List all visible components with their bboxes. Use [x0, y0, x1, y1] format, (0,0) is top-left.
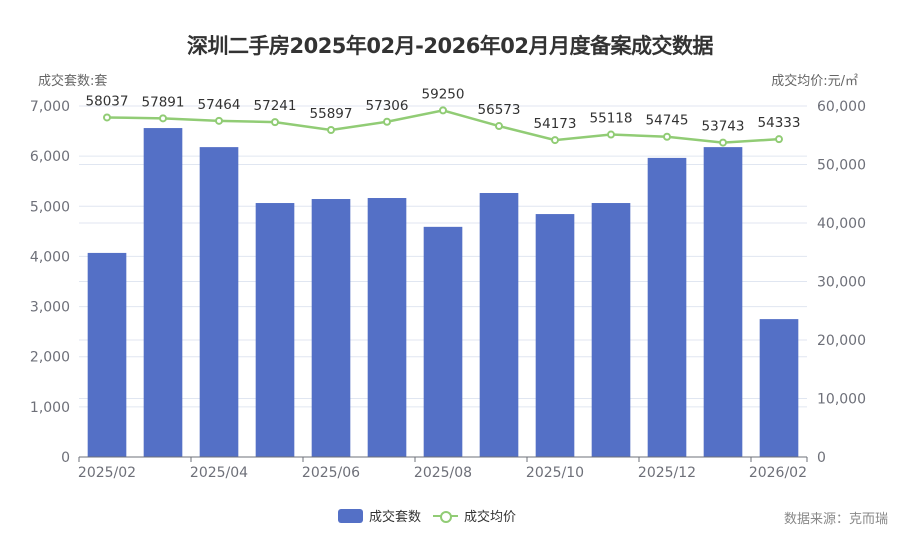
price-point[interactable]: [663, 132, 671, 141]
y-right-tick: 50,000: [817, 158, 866, 174]
y-left-tick: 3,000: [30, 300, 70, 316]
data-source: 数据来源：克而瑞: [783, 512, 888, 527]
y-left-tick: 7,000: [30, 99, 70, 115]
bar[interactable]: [255, 203, 295, 457]
price-label: 54333: [758, 115, 801, 131]
bar[interactable]: [591, 203, 631, 457]
price-label: 55897: [310, 106, 353, 122]
y-left-tick: 0: [61, 450, 70, 466]
y-right-tick: 10,000: [817, 392, 866, 408]
left-axis-name: 成交套数:套: [38, 74, 108, 89]
bar[interactable]: [535, 214, 575, 457]
bar[interactable]: [199, 147, 239, 458]
price-label: 58037: [86, 93, 129, 109]
bar-legend-swatch[interactable]: [338, 508, 363, 523]
y-right-tick: 0: [817, 450, 826, 466]
price-label: 59250: [422, 86, 465, 102]
price-point[interactable]: [215, 116, 223, 125]
price-label: 57891: [142, 94, 185, 110]
price-point[interactable]: [103, 113, 111, 122]
right-axis-name: 成交均价:元/㎡: [771, 74, 858, 89]
bar[interactable]: [703, 147, 743, 458]
x-tick-label: 2025/10: [526, 465, 584, 481]
x-tick-label: 2025/08: [414, 465, 472, 481]
chart-title: 深圳二手房2025年02月-2026年02月月度备案成交数据: [186, 34, 714, 58]
bar[interactable]: [759, 319, 799, 457]
price-point[interactable]: [495, 122, 503, 131]
price-point[interactable]: [607, 130, 615, 139]
bar[interactable]: [479, 192, 519, 457]
bar[interactable]: [87, 252, 127, 457]
price-point[interactable]: [159, 114, 167, 123]
price-point[interactable]: [327, 126, 335, 135]
line-legend-swatch[interactable]: [433, 509, 459, 523]
price-label: 57241: [254, 98, 297, 114]
y-left-tick: 5,000: [30, 199, 70, 215]
price-point[interactable]: [775, 135, 783, 144]
bar[interactable]: [423, 226, 463, 457]
x-tick-label: 2025/02: [78, 465, 136, 481]
price-point[interactable]: [383, 117, 391, 126]
y-right-tick: 60,000: [817, 99, 866, 115]
price-point[interactable]: [551, 136, 559, 145]
y-left-tick: 1,000: [30, 400, 70, 416]
x-tick-label: 2025/06: [302, 465, 360, 481]
bar[interactable]: [367, 198, 407, 457]
price-label: 57464: [198, 97, 241, 113]
bar[interactable]: [143, 128, 183, 457]
y-left-tick: 6,000: [30, 149, 70, 165]
price-label: 55118: [590, 111, 633, 127]
price-label: 57306: [366, 98, 409, 114]
y-left-tick: 2,000: [30, 350, 70, 366]
price-label: 54745: [646, 113, 689, 129]
x-tick-label: 2025/12: [638, 465, 696, 481]
price-point[interactable]: [719, 138, 727, 147]
bar[interactable]: [647, 157, 687, 457]
line-legend-label[interactable]: 成交均价: [464, 510, 517, 525]
bar[interactable]: [311, 199, 351, 457]
y-left-tick: 4,000: [30, 249, 70, 265]
price-label: 56573: [478, 102, 521, 118]
y-right-tick: 30,000: [817, 275, 866, 291]
y-right-tick: 20,000: [817, 333, 866, 349]
price-point[interactable]: [439, 106, 447, 115]
price-point[interactable]: [271, 118, 279, 127]
bar-legend-label[interactable]: 成交套数: [369, 510, 422, 525]
x-tick-label: 2026/02: [749, 465, 807, 481]
price-label: 54173: [534, 116, 577, 132]
legend: 成交套数 成交均价: [338, 506, 516, 525]
y-right-tick: 40,000: [817, 216, 866, 232]
price-label: 53743: [702, 119, 745, 135]
x-tick-label: 2025/04: [190, 465, 248, 481]
